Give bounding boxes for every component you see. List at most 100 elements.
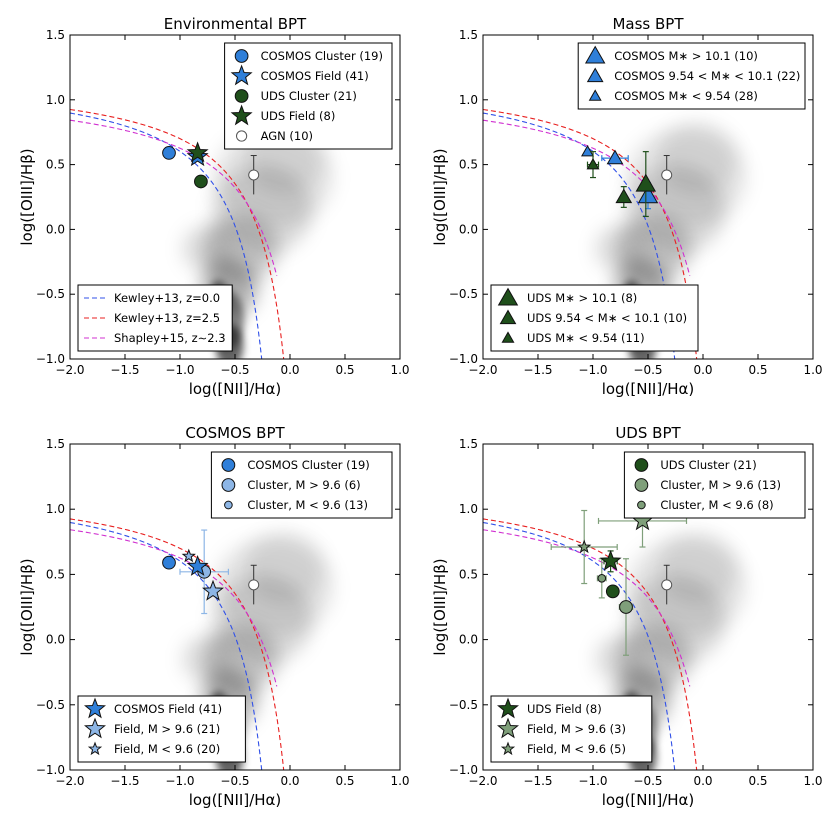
x-tick-label: 1.0 [390, 363, 409, 377]
y-tick-label: 1.0 [459, 502, 478, 516]
legend-marker [584, 45, 606, 64]
x-axis-label: log([NII]/Hα) [602, 791, 695, 809]
y-tick-label: 0.5 [459, 158, 478, 172]
legend-marker [586, 67, 604, 83]
legend-label: Field, M < 9.6 (20) [114, 742, 220, 756]
density-blob [657, 531, 738, 604]
legend-label: COSMOS Field (41) [261, 69, 369, 83]
y-tick-label: 1.5 [459, 28, 478, 42]
legend-label: COSMOS Cluster (19) [247, 458, 369, 472]
y-tick-label: 1.5 [46, 28, 65, 42]
legend-top-right: COSMOS Cluster (19) Cluster, M > 9.6 (6) C… [210, 451, 393, 519]
legend-marker [84, 717, 106, 739]
legend-box [490, 284, 699, 352]
density-blob [594, 224, 647, 273]
kewley-z0-curve [483, 112, 676, 359]
legend-label: COSMOS 9.54 < M∗ < 10.1 (22) [614, 69, 800, 83]
y-tick-label: 0.5 [46, 567, 65, 581]
legend-marker [499, 309, 517, 325]
legend-marker [497, 287, 519, 306]
panel-title: COSMOS BPT [185, 424, 285, 442]
data-point [181, 548, 196, 563]
legend-bottom-left: Kewley+13, z=0.0 Kewley+13, z=2.5 Shapley+… [77, 284, 233, 352]
panel-title: Mass BPT [612, 15, 684, 33]
legend-label: Cluster, M < 9.6 (8) [660, 498, 773, 512]
x-tick-label: 1.0 [803, 363, 822, 377]
x-tick-label: −1.5 [523, 774, 552, 788]
plot-area [483, 494, 747, 770]
legend-label: Field, M > 9.6 (3) [527, 722, 626, 736]
agn-point [661, 169, 673, 181]
legend-marker [497, 717, 519, 739]
x-tick-label: 0.5 [748, 774, 767, 788]
x-tick-label: 0.0 [280, 774, 299, 788]
y-axis-label: log([OIII]/Hβ) [18, 148, 36, 245]
shapley-curve [70, 119, 278, 277]
density-blob [594, 635, 647, 684]
legend-marker [236, 130, 248, 142]
data-point [597, 573, 607, 583]
y-tick-label: −1.0 [449, 763, 478, 777]
legend-label: Field, M < 9.6 (5) [527, 742, 626, 756]
x-tick-label: −1.0 [578, 774, 607, 788]
legend-label: UDS Field (8) [261, 109, 336, 123]
y-tick-label: −1.0 [36, 763, 65, 777]
legend-marker [500, 741, 516, 756]
x-tick-label: 0.0 [693, 363, 712, 377]
kewley-z0-curve [70, 112, 263, 359]
legend-marker [234, 89, 249, 103]
y-tick-label: 1.5 [46, 437, 65, 451]
legend-marker [221, 478, 236, 492]
data-point [162, 146, 176, 160]
y-tick-label: 0.0 [46, 633, 65, 647]
legend-marker [230, 104, 253, 126]
x-tick-label: −2.0 [55, 363, 84, 377]
kewley-z0-curve [70, 521, 263, 770]
legend-top-right: UDS Cluster (21) Cluster, M > 9.6 (13) Clu… [623, 451, 806, 519]
y-tick-label: 0.5 [459, 567, 478, 581]
panel-title: UDS BPT [615, 424, 681, 442]
data-point [586, 157, 600, 170]
data-point [605, 584, 620, 599]
kewley-z25-curve [70, 518, 285, 770]
legend-marker [637, 500, 646, 510]
legend-marker [221, 458, 236, 472]
x-axis-label: log([NII]/Hα) [189, 791, 282, 809]
kewley-z25-curve [483, 518, 698, 770]
shapley-curve [483, 119, 691, 277]
legend-marker [230, 64, 253, 86]
x-tick-label: −0.5 [633, 363, 662, 377]
y-tick-label: 0.5 [46, 158, 65, 172]
x-tick-label: 0.0 [693, 774, 712, 788]
y-axis-label: log([OIII]/Hβ) [431, 148, 449, 245]
legend-label: UDS 9.54 < M∗ < 10.1 (10) [527, 311, 687, 325]
x-axis-label: log([NII]/Hα) [602, 380, 695, 398]
legend-bottom-left: UDS M∗ > 10.1 (8) UDS 9.54 < M∗ < 10.1 (1… [490, 284, 699, 352]
shapley-curve [70, 529, 278, 687]
legend-label: COSMOS M∗ > 10.1 (10) [614, 49, 758, 63]
x-tick-label: −1.5 [110, 774, 139, 788]
y-tick-label: 0.0 [46, 222, 65, 236]
legend-label: Shapley+15, z∼2.3 [114, 331, 226, 345]
y-tick-label: −1.0 [36, 352, 65, 366]
legend-label: UDS Field (8) [527, 702, 602, 716]
agn-point [248, 169, 260, 181]
legend-label: Kewley+13, z=2.5 [114, 311, 220, 325]
data-point [186, 555, 209, 576]
y-tick-label: 1.0 [459, 93, 478, 107]
y-tick-label: 1.0 [46, 502, 65, 516]
data-point [194, 174, 208, 189]
x-tick-label: 0.0 [280, 363, 299, 377]
legend-label: AGN (10) [261, 129, 313, 143]
panel-2: −2.0 −1.5 −1.0 −0.5 0.0 0.5 1.0 −1.0 −0.5 0.0 0.5 1… [431, 15, 823, 398]
x-tick-label: 1.0 [803, 774, 822, 788]
panel-1: −2.0 −1.5 −1.0 −0.5 0.0 0.5 1.0 −1.0 −0.5 0.0 0.5 1… [18, 15, 410, 398]
data-point [581, 145, 594, 157]
panel-title: Environmental BPT [164, 15, 307, 33]
data-point [162, 555, 176, 570]
legend-top-right: COSMOS Cluster (19) COSMOS Field (41) UDS … [224, 42, 393, 150]
x-tick-label: −0.5 [633, 774, 662, 788]
y-tick-label: 1.0 [46, 93, 65, 107]
y-tick-label: 0.0 [459, 222, 478, 236]
